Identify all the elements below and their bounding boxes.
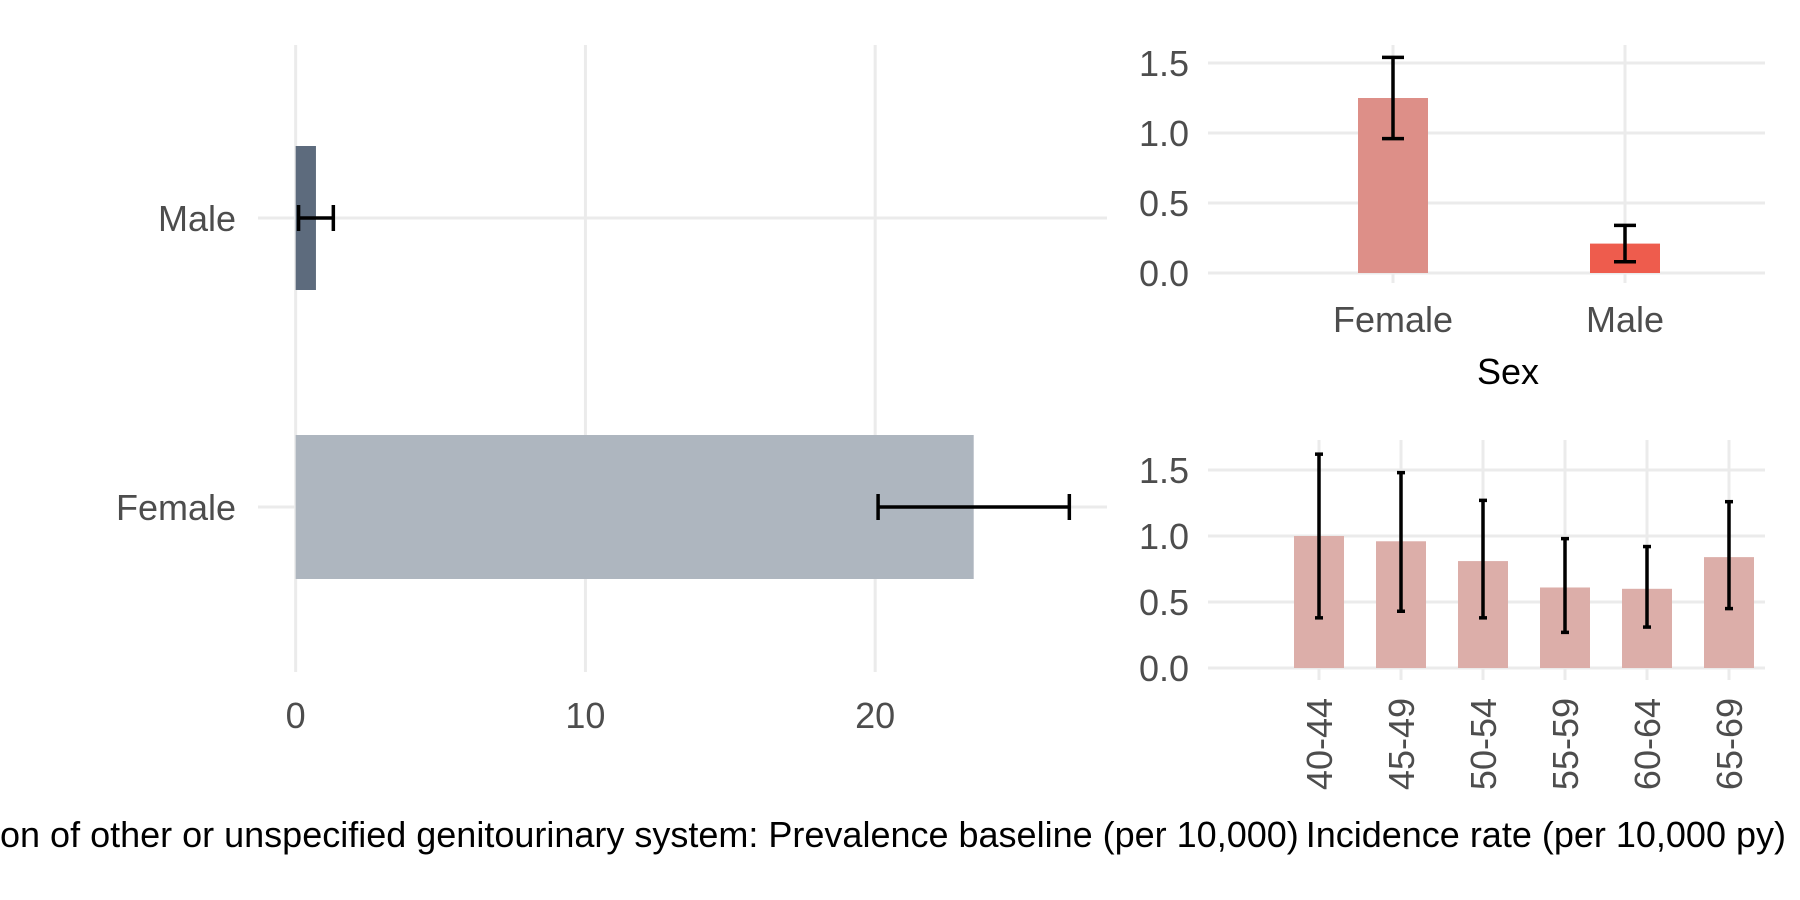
y-tick-label: Male <box>158 198 236 239</box>
y-tick-label: 1.5 <box>1139 43 1189 84</box>
error-bar-male <box>1614 223 1636 264</box>
x-tick-label: 55-59 <box>1545 698 1586 790</box>
y-tick-label: Female <box>116 487 236 528</box>
error-bar-male <box>296 205 336 231</box>
error-bar-60-64 <box>1643 544 1651 629</box>
y-tick-label: 1.5 <box>1139 450 1189 491</box>
y-tick-label: 1.0 <box>1139 113 1189 154</box>
bar-female <box>295 435 974 579</box>
x-tick-label: Female <box>1333 299 1453 340</box>
y-tick-label: 1.0 <box>1139 516 1189 557</box>
x-tick-label: 65-69 <box>1709 698 1750 790</box>
error-bar-50-54 <box>1479 498 1487 620</box>
prevalence-axis-title: on of other or unspecified genitourinary… <box>0 814 1299 855</box>
error-bar-65-69 <box>1725 499 1733 611</box>
x-tick-label: 50-54 <box>1463 698 1504 790</box>
error-bar-female <box>1382 55 1404 141</box>
incidence-axis-title: Incidence rate (per 10,000 py) <box>1306 814 1786 855</box>
x-tick-label: 60-64 <box>1627 698 1668 790</box>
age-incidence-panel: 0.0 0.5 1.0 1.5 40-44 45-49 50-54 55-59 60-64 65… <box>1139 440 1765 790</box>
x-tick-label: 0 <box>286 695 306 736</box>
x-tick-label: 40-44 <box>1299 698 1340 790</box>
sex-incidence-panel: 0.0 0.5 1.0 1.5 Female Male Sex <box>1139 43 1765 392</box>
x-tick-label: Male <box>1586 299 1664 340</box>
error-bar-female <box>876 494 1072 520</box>
error-bar-40-44 <box>1315 452 1323 620</box>
prevalence-panel: Male Female 0 10 20 <box>116 45 1107 736</box>
y-tick-label: 0.5 <box>1139 183 1189 224</box>
y-tick-label: 0.5 <box>1139 582 1189 623</box>
error-bar-45-49 <box>1397 470 1405 613</box>
y-tick-label: 0.0 <box>1139 253 1189 294</box>
error-bar-55-59 <box>1561 536 1569 635</box>
x-tick-label: 45-49 <box>1381 698 1422 790</box>
sex-axis-title: Sex <box>1477 351 1539 392</box>
y-tick-label: 0.0 <box>1139 648 1189 689</box>
x-tick-label: 20 <box>855 695 895 736</box>
x-tick-label: 10 <box>565 695 605 736</box>
